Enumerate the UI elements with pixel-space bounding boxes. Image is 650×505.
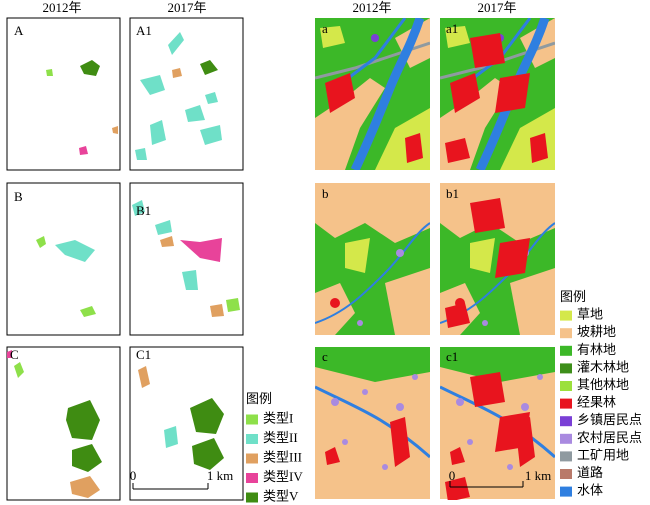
panel-label: A1 [136, 23, 152, 38]
land-use-map [315, 18, 555, 500]
panel-label: a [322, 21, 328, 36]
legend-swatch [560, 328, 572, 339]
scale-label: 1 km [207, 468, 233, 483]
panel-label: c [322, 349, 328, 364]
panel-label: C1 [136, 347, 151, 362]
legend-label: 工矿用地 [577, 447, 629, 462]
legend-swatch [560, 345, 572, 356]
panel-label: B1 [136, 203, 151, 218]
panel-label: A [14, 23, 24, 38]
legend-swatch [560, 363, 572, 374]
panel-label: C [10, 347, 19, 362]
legend-label: 水体 [577, 483, 603, 498]
legend-label: 灌木林地 [577, 359, 629, 374]
legend-label: 类型IV [263, 469, 303, 484]
legend-swatch [246, 473, 258, 483]
patch-map [6, 17, 244, 501]
panel-label: b1 [446, 186, 459, 201]
panel-label: b [322, 186, 329, 201]
legend-swatch [560, 451, 572, 462]
legend-label: 有林地 [577, 342, 616, 357]
legend-swatch [560, 416, 572, 427]
legend-label: 草地 [577, 307, 603, 322]
legend-label: 道路 [577, 465, 603, 480]
legend-label: 类型V [263, 488, 299, 503]
legend-label: 农村居民点 [577, 430, 642, 445]
legend-label: 类型II [263, 430, 298, 445]
scale-label: 1 km [525, 468, 551, 483]
legend-label: 其他林地 [577, 377, 629, 392]
legend-swatch [560, 486, 572, 497]
legend-swatch [560, 433, 572, 444]
legend-swatch [560, 381, 572, 391]
legend-swatch [246, 492, 258, 503]
panel-label: a1 [446, 21, 458, 36]
legend-label: 类型I [263, 410, 293, 425]
year-header: 2012年 [42, 0, 81, 15]
legend-title: 图例 [560, 289, 586, 304]
legend-swatch [560, 310, 572, 321]
year-header: 2012年 [352, 0, 391, 15]
panel-label: B [14, 189, 23, 204]
legend-label: 经果林 [577, 395, 616, 410]
legend-label: 乡镇居民点 [577, 412, 642, 427]
legend-swatch [246, 453, 258, 464]
legend-swatch [246, 434, 258, 444]
panel-label: c1 [446, 349, 458, 364]
scale-label: 0 [130, 468, 137, 483]
legend-swatch [246, 414, 258, 425]
legend-label: 坡耕地 [577, 324, 616, 339]
year-header: 2017年 [477, 0, 516, 15]
legend-title: 图例 [246, 391, 272, 406]
year-header: 2017年 [167, 0, 206, 15]
legend-swatch [560, 398, 572, 409]
scale-label: 0 [449, 468, 456, 483]
legend-label: 类型III [263, 449, 302, 464]
legend-swatch [560, 469, 572, 479]
